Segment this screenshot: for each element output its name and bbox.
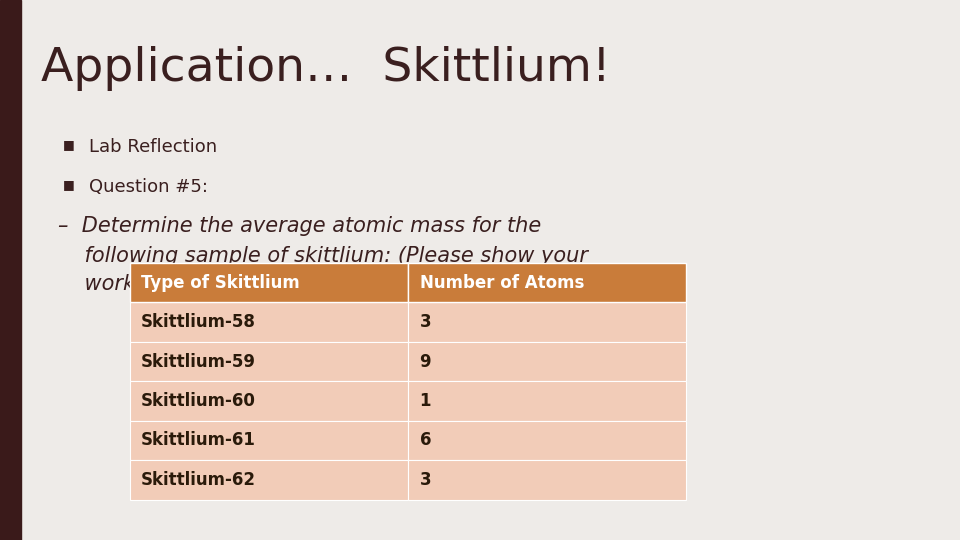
Bar (130, 342, 408, 381)
Text: Number of Atoms: Number of Atoms (420, 274, 584, 292)
Bar (130, 381, 408, 421)
Text: Skittlium-58: Skittlium-58 (141, 313, 256, 331)
Text: 3: 3 (420, 313, 431, 331)
Bar (408, 342, 686, 381)
Bar (408, 381, 686, 421)
Text: Skittlium-61: Skittlium-61 (141, 431, 256, 449)
Text: –  Determine the average atomic mass for the: – Determine the average atomic mass for … (58, 216, 540, 236)
Text: Application…  Skittlium!: Application… Skittlium! (41, 46, 611, 91)
Bar (408, 460, 686, 500)
Text: 1: 1 (420, 392, 431, 410)
Text: Type of Skittlium: Type of Skittlium (141, 274, 300, 292)
Bar (0, 0, 21, 540)
Text: Question #5:: Question #5: (89, 178, 208, 196)
Bar (408, 421, 686, 460)
Text: Lab Reflection: Lab Reflection (89, 138, 217, 156)
Bar (408, 302, 686, 342)
Bar (130, 302, 408, 342)
Text: 6: 6 (420, 431, 431, 449)
Text: 3: 3 (420, 471, 431, 489)
Text: Skittlium-59: Skittlium-59 (141, 353, 256, 370)
Text: ■: ■ (62, 138, 74, 151)
Bar (130, 460, 408, 500)
Text: following sample of skittlium: (Please show your: following sample of skittlium: (Please s… (58, 246, 588, 266)
Bar (130, 263, 408, 302)
Text: Skittlium-60: Skittlium-60 (141, 392, 256, 410)
Text: work for full credit!): work for full credit!) (58, 274, 292, 294)
Text: ■: ■ (62, 178, 74, 191)
Text: Skittlium-62: Skittlium-62 (141, 471, 256, 489)
Text: 9: 9 (420, 353, 431, 370)
Bar (130, 421, 408, 460)
Bar (408, 263, 686, 302)
